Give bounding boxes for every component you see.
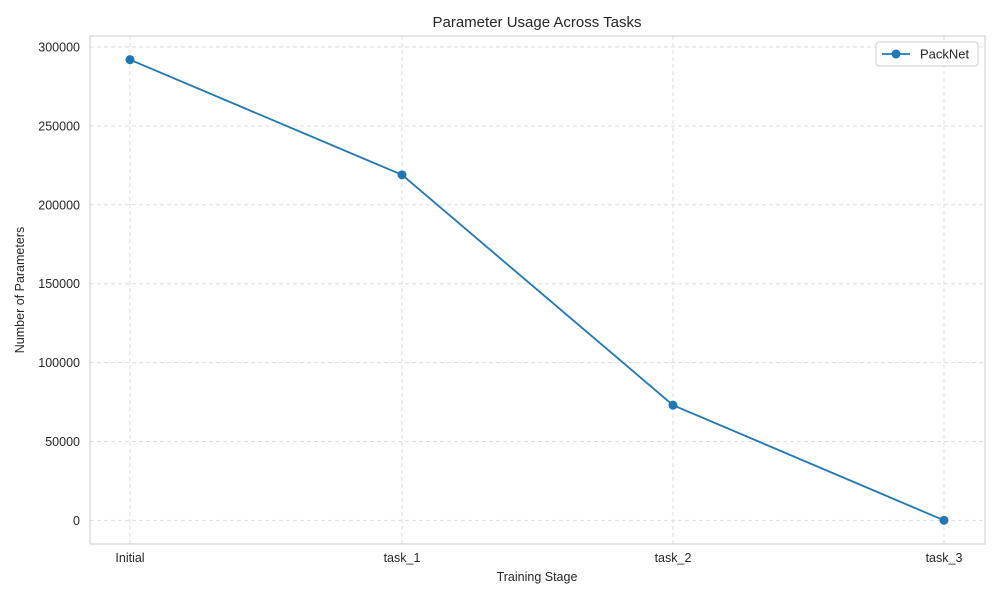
y-tick-labels: 0 50000 100000 150000 200000 250000 300000 <box>38 41 80 528</box>
y-tick-label: 0 <box>73 514 80 528</box>
x-tick-label: task_1 <box>384 551 421 565</box>
y-tick-label: 50000 <box>45 435 80 449</box>
data-point <box>939 515 949 525</box>
grid <box>90 36 985 544</box>
data-point <box>125 55 135 65</box>
legend-entry-label: PackNet <box>920 47 970 62</box>
y-tick-label: 250000 <box>38 119 80 133</box>
chart-title: Parameter Usage Across Tasks <box>433 14 642 31</box>
x-tick-labels: Initial task_1 task_2 task_3 <box>115 551 962 565</box>
data-point <box>668 400 678 410</box>
legend-frame <box>875 41 979 67</box>
y-tick-label: 200000 <box>38 198 80 212</box>
legend: PackNet <box>875 41 979 67</box>
series-line-packnet <box>129 58 945 522</box>
x-tick-label: task_3 <box>926 551 963 565</box>
plot-frame <box>89 35 986 545</box>
x-tick-label: Initial <box>115 551 144 565</box>
data-point <box>397 170 407 180</box>
y-axis-label: Number of Parameters <box>13 227 27 353</box>
y-tick-label: 150000 <box>38 277 80 291</box>
x-axis-label: Training Stage <box>497 570 578 584</box>
y-tick-label: 100000 <box>38 356 80 370</box>
y-tick-label: 300000 <box>38 41 80 55</box>
x-tick-label: task_2 <box>655 551 692 565</box>
series-layer <box>125 55 949 525</box>
legend-marker-swatch <box>891 49 901 59</box>
